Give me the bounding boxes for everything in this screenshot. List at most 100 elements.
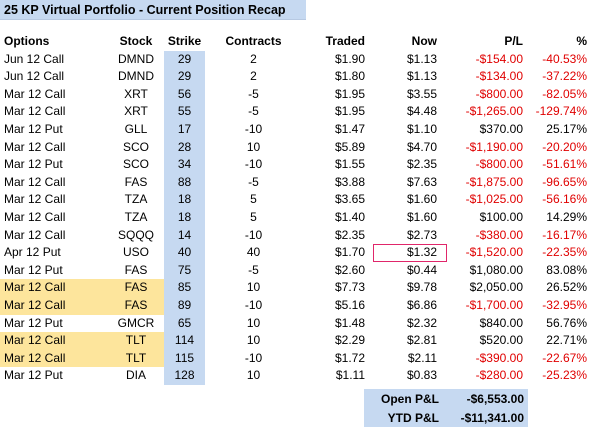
- cell-traded: $5.89: [334, 139, 365, 154]
- cell-contracts: -5: [248, 104, 259, 119]
- cell-stock: DIA: [125, 368, 146, 383]
- cell-pct: -51.61%: [542, 157, 587, 172]
- table-row: Jun 12 Call DMND 29 2 $1.90 $1.13 -$154.00 -40.…: [0, 50, 592, 69]
- cell-pct: -40.53%: [542, 51, 587, 66]
- table-row: Mar 12 Call FAS 85 10 $7.73 $9.78 $2,050.00 26.…: [0, 279, 592, 297]
- cell-strike: 114: [164, 332, 205, 350]
- cell-options: Mar 12 Call: [4, 86, 66, 101]
- cell-pl: -$134.00: [475, 69, 523, 84]
- cell-options: Mar 12 Call: [4, 174, 66, 189]
- cell-stock: TLT: [108, 349, 164, 368]
- cell-contracts: 10: [246, 280, 261, 295]
- cell-now: $1.60: [406, 192, 437, 207]
- cell-traded: $1.90: [334, 51, 365, 66]
- cell-pl: -$1,265.00: [465, 104, 523, 119]
- table-row: Mar 12 Put GLL 17 -10 $1.47 $1.10 $370.00 25.17…: [0, 120, 592, 139]
- table-row: Mar 12 Call TLT 115 -10 $1.72 $2.11 -$390.00 -2…: [0, 349, 592, 368]
- cell-stock: FAS: [108, 279, 164, 297]
- cell-options: Mar 12 Call: [0, 332, 108, 350]
- cell-traded: $2.35: [334, 227, 365, 242]
- cell-now: $2.35: [406, 157, 437, 172]
- cell-pct: -129.74%: [535, 104, 587, 119]
- cell-contracts: 10: [246, 139, 261, 154]
- cell-now: $2.11: [407, 350, 437, 365]
- cell-strike: 40: [164, 244, 205, 262]
- cell-traded: $5.16: [334, 297, 365, 312]
- cell-stock: FAS: [124, 262, 148, 277]
- cell-contracts: -10: [244, 297, 263, 312]
- cell-pct: 22.71%: [546, 333, 587, 348]
- cell-pct: -37.22%: [542, 69, 587, 84]
- cell-pct: -82.05%: [542, 86, 587, 101]
- cell-pl: -$1,190.00: [465, 139, 523, 154]
- ytd-pl-row: YTD P&L -$11,341.00: [364, 408, 528, 427]
- cell-now: $9.78: [406, 280, 437, 295]
- cell-contracts: -5: [248, 174, 259, 189]
- cell-strike: 18: [164, 208, 205, 227]
- cell-stock: FAS: [124, 174, 148, 189]
- cell-stock: TZA: [124, 209, 148, 224]
- cell-traded: $2.29: [334, 333, 365, 348]
- open-pl-label: Open P&L: [380, 391, 439, 406]
- cell-pl: $2,050.00: [469, 280, 523, 295]
- cell-strike: 14: [164, 226, 205, 245]
- cell-now: $1.13: [406, 69, 437, 84]
- cell-stock: SCO: [122, 157, 149, 172]
- cell-options: Mar 12 Call: [4, 209, 66, 224]
- cell-stock: DMND: [118, 69, 154, 84]
- cell-contracts: 10: [246, 315, 261, 330]
- open-pl-row: Open P&L -$6,553.00: [364, 389, 528, 408]
- cell-pl: -$280.00: [475, 368, 523, 383]
- table-row: Mar 12 Put GMCR 65 10 $1.48 $2.32 $840.00 56.76…: [0, 314, 592, 333]
- cell-now: $4.70: [406, 139, 437, 154]
- cell-strike: 89: [164, 296, 205, 315]
- open-pl-value: -$6,553.00: [466, 391, 524, 406]
- table-row: Mar 12 Call XRT 55 -5 $1.95 $4.48 -$1,265.00 -1…: [0, 103, 592, 121]
- cell-strike: 17: [164, 120, 205, 139]
- cell-pct: 26.52%: [546, 280, 587, 295]
- cell-pct: -22.67%: [542, 350, 587, 365]
- cell-now: $4.48: [406, 104, 437, 119]
- cell-now: $0.44: [406, 262, 437, 277]
- cell-pct: -25.23%: [542, 368, 587, 383]
- cell-strike: 34: [164, 156, 205, 174]
- table-row: Mar 12 Call TLT 114 10 $2.29 $2.81 $520.00 22.7…: [0, 332, 592, 350]
- table-row: Mar 12 Call FAS 89 -10 $5.16 $6.86 -$1,700.00 -…: [0, 296, 592, 315]
- cell-stock: DMND: [118, 51, 154, 66]
- table-row: Mar 12 Call XRT 56 -5 $1.95 $3.55 -$800.00 -82.…: [0, 85, 592, 104]
- cell-contracts: 2: [250, 51, 257, 66]
- cell-strike: 115: [164, 349, 205, 368]
- cell-stock: XRT: [124, 86, 148, 101]
- cell-options: Jun 12 Call: [4, 51, 65, 66]
- cell-options: Mar 12 Call: [4, 104, 66, 119]
- cell-pl: -$380.00: [475, 227, 523, 242]
- cell-options: Jun 12 Call: [4, 69, 65, 84]
- cell-pl: -$800.00: [475, 157, 523, 172]
- cell-contracts: 5: [250, 192, 257, 207]
- cell-now: $3.55: [406, 86, 437, 101]
- cell-pct: 14.29%: [546, 209, 587, 224]
- table-row: Mar 12 Call TZA 18 5 $1.40 $1.60 $100.00 14.29%: [0, 208, 592, 227]
- cell-pl: -$1,025.00: [465, 192, 523, 207]
- cell-contracts: 2: [250, 69, 257, 84]
- cell-traded: $1.70: [334, 245, 365, 260]
- header-row: Options Stock Strike Contracts Traded No…: [0, 33, 592, 51]
- cell-options: Mar 12 Call: [0, 279, 108, 297]
- cell-pl: $370.00: [479, 121, 523, 136]
- cell-now: $2.32: [406, 315, 437, 330]
- cell-contracts: -10: [244, 227, 263, 242]
- positions-table: Options Stock Strike Contracts Traded No…: [0, 33, 592, 385]
- cell-strike: 29: [164, 50, 205, 69]
- cell-options: Mar 12 Put: [4, 315, 63, 330]
- col-header-strike: Strike: [167, 34, 202, 48]
- cell-pct: -32.95%: [542, 297, 587, 312]
- cell-contracts: 40: [246, 245, 261, 260]
- cell-pl: -$1,700.00: [465, 297, 523, 312]
- cell-pct: -96.65%: [542, 174, 587, 189]
- cell-stock: TZA: [124, 192, 148, 207]
- cell-pct: -16.17%: [542, 227, 587, 242]
- cell-traded: $1.40: [334, 209, 365, 224]
- cell-contracts: -10: [244, 350, 263, 365]
- cell-traded: $7.73: [334, 280, 365, 295]
- cell-now: $6.86: [406, 297, 437, 312]
